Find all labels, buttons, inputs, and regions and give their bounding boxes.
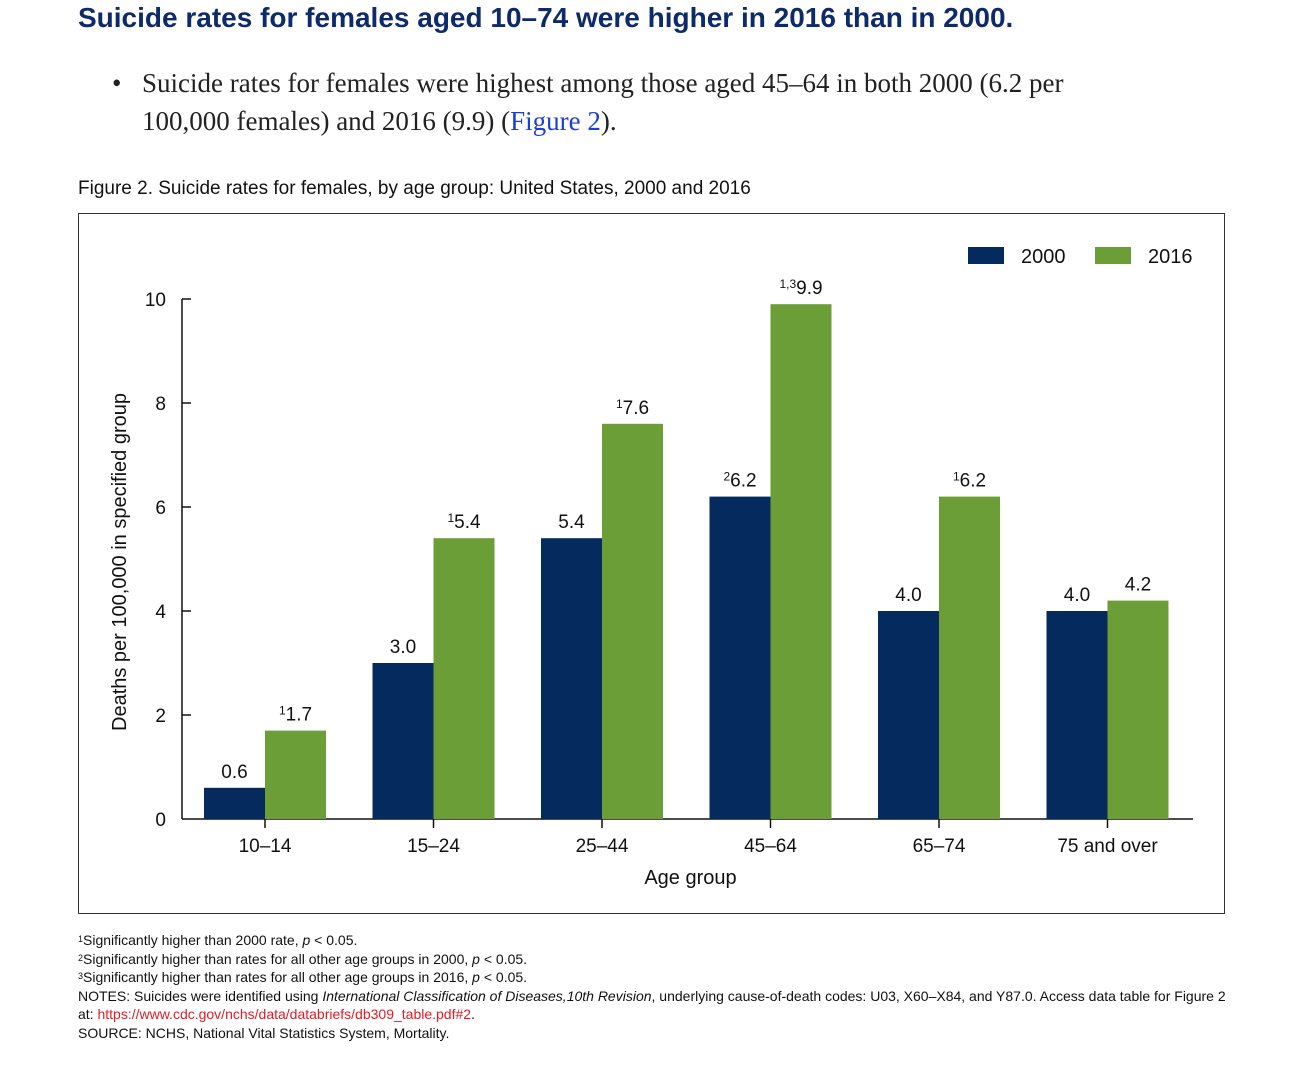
y-tick-label: 4 (155, 602, 166, 623)
notes-text-2: , underlying cause-of-death codes: U03, … (78, 987, 1226, 1023)
data-label-footnote-marker: 1,3 (779, 277, 796, 291)
legend-label-2000: 2000 (1021, 246, 1066, 268)
data-label-value: 9.9 (796, 278, 822, 299)
data-label-footnote-marker: 1 (953, 470, 960, 484)
figure-2-link[interactable]: Figure 2 (510, 106, 601, 136)
footnote-2-marker: 2 (78, 952, 84, 963)
data-label-2000: 5.4 (558, 512, 585, 533)
data-label-2016: 11.7 (279, 704, 312, 726)
footnote-3-marker: 3 (78, 971, 84, 981)
data-label-2016: 16.2 (953, 470, 986, 492)
bar-2000 (541, 538, 602, 819)
x-tick-label: 65–74 (913, 836, 966, 857)
data-label-2016: 4.2 (1125, 575, 1151, 596)
data-label-2000: 26.2 (723, 470, 756, 492)
x-tick-label: 15–24 (407, 836, 460, 857)
footnote-1-marker: 1 (78, 934, 84, 944)
notes: NOTES: Suicides were identified using In… (78, 987, 1238, 1024)
x-tick-label: 45–64 (744, 836, 797, 857)
bar-chart: 0 2 4 6 8 10 Deaths per 100,000 in specified g… (109, 246, 1193, 889)
bar-2016 (939, 496, 1000, 819)
footnotes: 1Significantly higher than 2000 rate, p … (78, 931, 1238, 1042)
legend-swatch-2016 (1095, 247, 1131, 264)
y-axis-title: Deaths per 100,000 in specified group (109, 393, 131, 731)
bar-2016 (1107, 600, 1169, 819)
data-label-value: 5.4 (454, 512, 481, 533)
data-label-footnote-marker: 2 (723, 470, 730, 484)
bullet-symbol: • (112, 68, 122, 98)
data-label-2016: 17.6 (616, 397, 649, 419)
footnote-3-p: p (472, 969, 480, 985)
footnote-2-text-end: < 0.05. (479, 950, 528, 967)
data-label-footnote-marker: 1 (616, 397, 623, 411)
y-tick-label: 8 (155, 394, 166, 415)
footnote-3: 3Significantly higher than rates for all… (78, 968, 1238, 987)
data-label-2000: 0.6 (221, 762, 247, 783)
footnote-1-text-end: < 0.05. (310, 932, 358, 948)
x-tick-label: 75 and over (1057, 836, 1158, 857)
notes-icd-title: International Classification of Diseases… (322, 987, 652, 1004)
y-tick-label: 0 (155, 810, 166, 831)
notes-text: NOTES: Suicides were identified using (78, 987, 323, 1004)
data-label-2000: 4.0 (1064, 585, 1090, 606)
data-label-footnote-marker: 1 (279, 704, 286, 718)
footnote-2-text: Significantly higher than rates for all … (83, 950, 473, 967)
bullet-text-before: Suicide rates for females were highest a… (142, 68, 1064, 136)
x-tick-label: 25–44 (576, 836, 629, 857)
footnote-2-p: p (472, 950, 480, 967)
data-label-2000: 3.0 (390, 637, 416, 658)
data-label-2000: 4.0 (895, 585, 921, 606)
footnote-3-text: Significantly higher than rates for all … (83, 969, 473, 985)
bullet-text-after: ). (600, 106, 617, 136)
figure-title: Figure 2. Suicide rates for females, by … (78, 178, 751, 199)
data-label-value: 6.2 (960, 471, 986, 492)
bar-2000 (372, 663, 434, 819)
data-table-link[interactable]: https://www.cdc.gov/nchs/data/databriefs… (97, 1006, 472, 1022)
notes-text-end: . (471, 1006, 475, 1022)
data-label-2016: 1,39.9 (779, 277, 822, 299)
x-axis-title: Age group (644, 867, 736, 889)
bar-2016 (433, 538, 495, 819)
legend-label-2016: 2016 (1148, 246, 1193, 268)
y-tick-label: 10 (145, 290, 166, 311)
chart-frame: 0 2 4 6 8 10 Deaths per 100,000 in specified g… (78, 213, 1225, 914)
bar-2000 (878, 611, 939, 819)
data-label-footnote-marker: 1 (447, 511, 454, 525)
data-label-2016: 15.4 (447, 511, 481, 533)
bar-2000 (1046, 611, 1108, 819)
bar-2016 (265, 730, 326, 819)
bar-2016 (602, 423, 663, 819)
data-label-value: 1.7 (286, 705, 312, 726)
y-tick-label: 2 (155, 706, 166, 727)
legend-swatch-2000 (968, 247, 1004, 264)
bar-2000 (709, 496, 771, 819)
footnote-1-p: p (302, 932, 311, 948)
footnote-1-text: Significantly higher than 2000 rate, (83, 932, 303, 948)
data-label-value: 7.6 (623, 398, 649, 419)
x-tick-label: 10–14 (239, 836, 292, 857)
data-label-value: 6.2 (730, 471, 756, 492)
footnote-3-text-end: < 0.05. (479, 969, 528, 985)
y-tick-label: 6 (155, 498, 166, 519)
bar-2016 (770, 304, 832, 819)
bullet-text: Suicide rates for females were highest a… (142, 64, 1072, 140)
footnote-2: 2Significantly higher than rates for all… (78, 950, 1238, 969)
page-heading: Suicide rates for females aged 10–74 wer… (78, 2, 1014, 33)
footnote-1: 1Significantly higher than 2000 rate, p … (78, 931, 1238, 950)
bar-2000 (204, 787, 265, 819)
source-note: SOURCE: NCHS, National Vital Statistics … (78, 1024, 450, 1041)
